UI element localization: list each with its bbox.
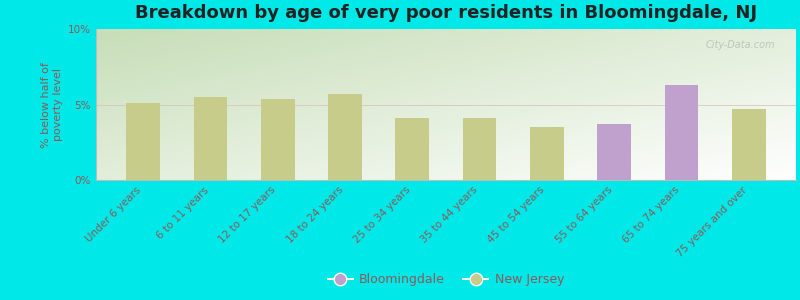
Bar bbox=[732, 109, 766, 180]
Bar bbox=[665, 85, 698, 180]
Y-axis label: % below half of
poverty level: % below half of poverty level bbox=[41, 62, 62, 148]
Bar bbox=[194, 97, 227, 180]
Bar bbox=[395, 118, 429, 180]
Bar bbox=[665, 135, 698, 180]
Bar bbox=[462, 118, 496, 180]
Bar bbox=[261, 99, 294, 180]
Bar bbox=[598, 124, 631, 180]
Legend: Bloomingdale, New Jersey: Bloomingdale, New Jersey bbox=[322, 268, 570, 291]
Bar bbox=[328, 94, 362, 180]
Title: Breakdown by age of very poor residents in Bloomingdale, NJ: Breakdown by age of very poor residents … bbox=[135, 4, 757, 22]
Bar bbox=[530, 127, 564, 180]
Bar bbox=[598, 124, 631, 180]
Text: City-Data.com: City-Data.com bbox=[706, 40, 775, 50]
Bar bbox=[126, 103, 160, 180]
